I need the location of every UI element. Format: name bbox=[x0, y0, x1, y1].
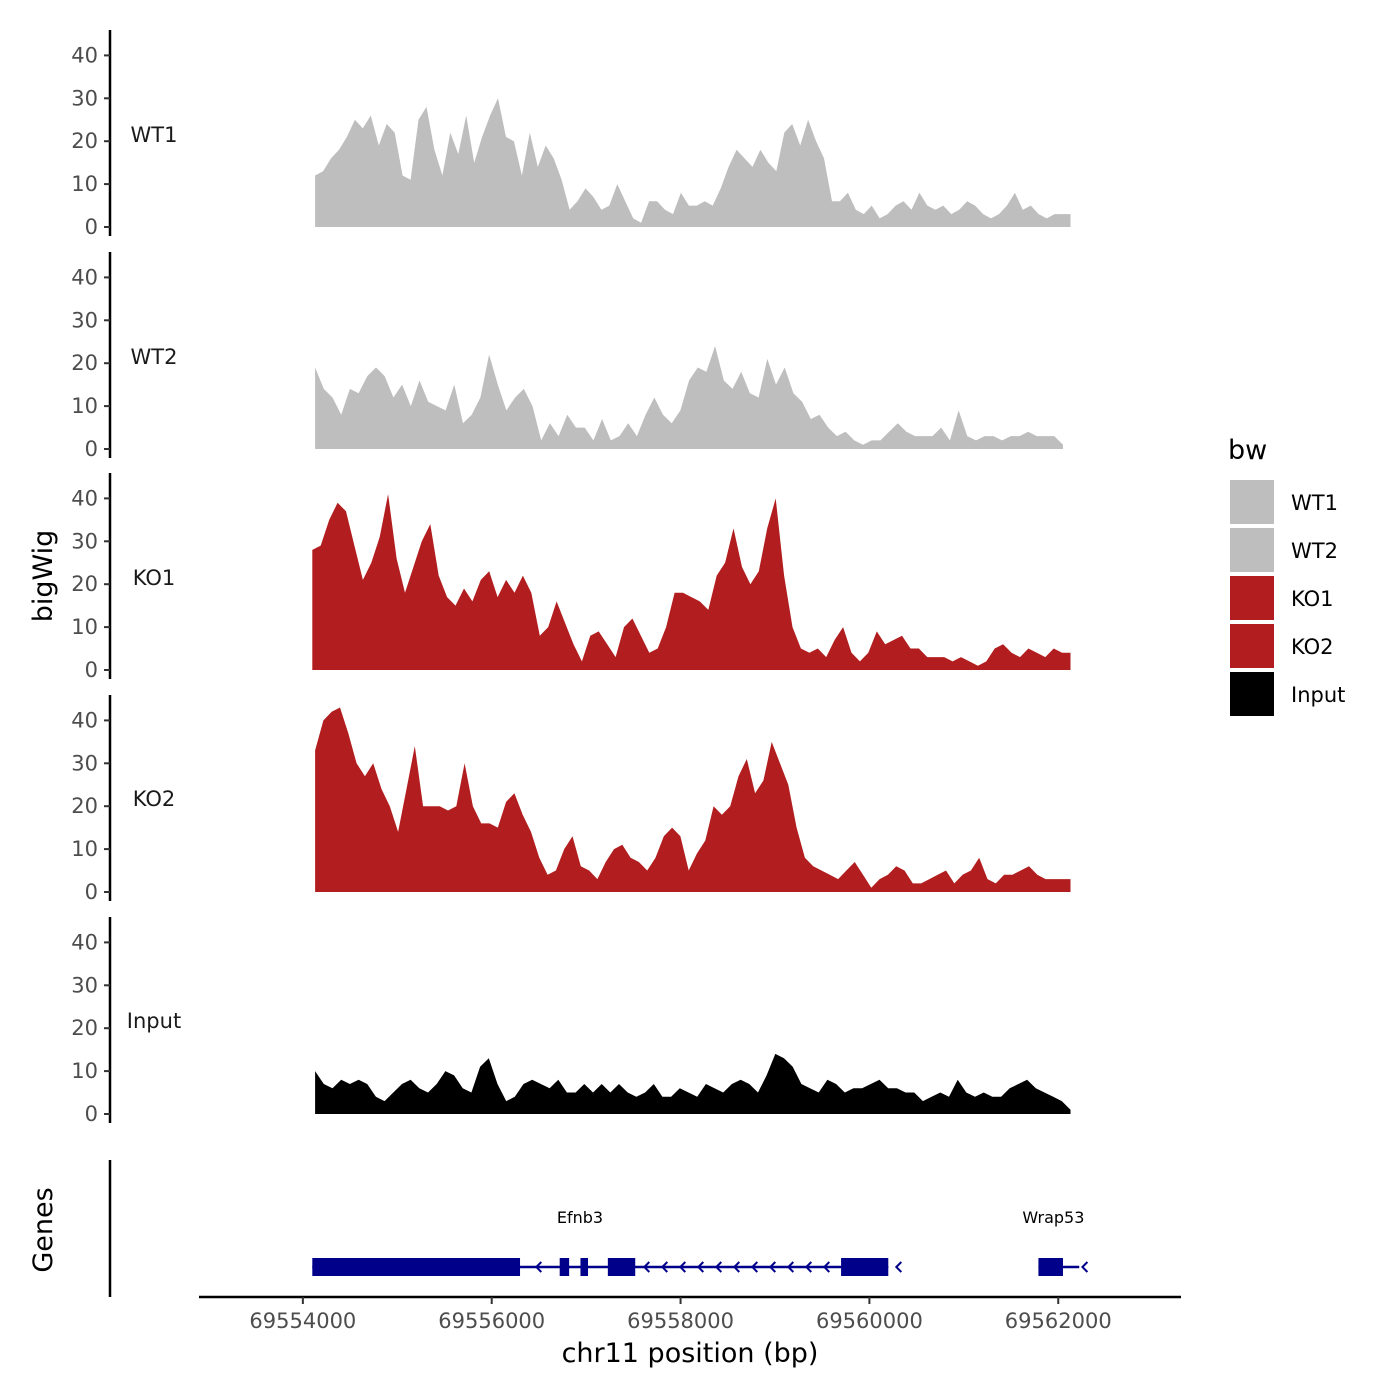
legend-item-wt2: WT2 bbox=[1230, 528, 1338, 572]
y-tick-label: 30 bbox=[71, 308, 98, 332]
y-tick-label: 20 bbox=[71, 794, 98, 818]
strand-arrow bbox=[768, 1261, 777, 1273]
gene-exon bbox=[580, 1258, 589, 1276]
legend-label: KO1 bbox=[1291, 587, 1334, 611]
legend-label: WT1 bbox=[1291, 491, 1338, 515]
strand-arrow bbox=[714, 1261, 723, 1273]
track-label-input: Input bbox=[127, 1009, 181, 1033]
y-tick-label: 10 bbox=[71, 172, 98, 196]
strand-arrow bbox=[660, 1261, 669, 1273]
track-label-ko2: KO2 bbox=[133, 787, 176, 811]
legend-label: KO2 bbox=[1291, 635, 1334, 659]
track-ko2: 0 10 20 30 40 KO2 bbox=[71, 695, 1071, 904]
y-tick-label: 30 bbox=[71, 973, 98, 997]
track-input: 0 10 20 30 40 Input bbox=[71, 917, 1071, 1126]
gene-exon bbox=[559, 1258, 570, 1276]
y-tick-label: 20 bbox=[71, 129, 98, 153]
strand-arrow bbox=[1081, 1261, 1089, 1273]
gene-wrap53: Wrap53 bbox=[1022, 1208, 1089, 1276]
y-tick-label: 20 bbox=[71, 572, 98, 596]
strand-arrow bbox=[678, 1261, 687, 1273]
x-axis: 69554000 69556000 69558000 69560000 69562000 bbox=[199, 1295, 1181, 1333]
genes-panel: Efnb3 Wrap53 bbox=[108, 1160, 1089, 1297]
legend-label: WT2 bbox=[1291, 539, 1338, 563]
x-tick-label: 69562000 bbox=[1005, 1309, 1112, 1333]
x-tick-label: 69556000 bbox=[438, 1309, 545, 1333]
y-tick-label: 0 bbox=[85, 880, 98, 904]
y-tick-label: 40 bbox=[71, 43, 98, 67]
gene-exon bbox=[841, 1258, 889, 1276]
x-tick-label: 69560000 bbox=[816, 1309, 923, 1333]
y-tick-label: 40 bbox=[71, 930, 98, 954]
strand-arrow bbox=[642, 1261, 651, 1273]
y-tick-label: 30 bbox=[71, 529, 98, 553]
y-tick-label: 10 bbox=[71, 837, 98, 861]
legend-swatch bbox=[1230, 576, 1274, 620]
legend-swatch bbox=[1230, 672, 1274, 716]
x-tick-label: 69558000 bbox=[627, 1309, 734, 1333]
legend-item-input: Input bbox=[1230, 672, 1345, 716]
y-axis-title: bigWig bbox=[28, 530, 59, 623]
legend-swatch bbox=[1230, 624, 1274, 668]
legend-label: Input bbox=[1291, 683, 1345, 707]
strand-arrow bbox=[822, 1261, 831, 1273]
y-tick-label: 10 bbox=[71, 1059, 98, 1083]
x-axis-title: chr11 position (bp) bbox=[562, 1338, 819, 1369]
y-tick-label: 30 bbox=[71, 751, 98, 775]
x-tick-label: 69554000 bbox=[249, 1309, 356, 1333]
y-tick-label: 30 bbox=[71, 86, 98, 110]
legend-item-ko2: KO2 bbox=[1230, 624, 1334, 668]
strand-arrow bbox=[696, 1261, 705, 1273]
coverage-tracks: 0 10 20 30 40 WT1 0 10 20 30 40 WT2 0 10 20 30 40 KO1 0 10 2… bbox=[71, 30, 1071, 1126]
area-ko2 bbox=[315, 707, 1071, 892]
track-wt2: 0 10 20 30 40 WT2 bbox=[71, 252, 1064, 461]
y-tick-label: 0 bbox=[85, 1102, 98, 1126]
strand-arrow bbox=[732, 1261, 741, 1273]
track-wt1: 0 10 20 30 40 WT1 bbox=[71, 30, 1071, 239]
y-tick-label: 20 bbox=[71, 351, 98, 375]
gene-label: Wrap53 bbox=[1022, 1208, 1084, 1227]
strand-arrow bbox=[750, 1261, 759, 1273]
strand-arrow bbox=[786, 1261, 795, 1273]
gene-exon bbox=[607, 1258, 636, 1276]
area-wt1 bbox=[315, 98, 1071, 227]
area-input bbox=[315, 1053, 1071, 1114]
strand-arrow bbox=[894, 1261, 903, 1273]
y-tick-label: 20 bbox=[71, 1016, 98, 1040]
y-tick-label: 0 bbox=[85, 437, 98, 461]
y-tick-label: 0 bbox=[85, 215, 98, 239]
genes-panel-title: Genes bbox=[28, 1187, 59, 1272]
y-tick-label: 40 bbox=[71, 486, 98, 510]
strand-arrow bbox=[804, 1261, 813, 1273]
y-tick-label: 40 bbox=[71, 708, 98, 732]
track-label-wt1: WT1 bbox=[131, 123, 178, 147]
y-tick-label: 40 bbox=[71, 265, 98, 289]
track-ko1: 0 10 20 30 40 KO1 bbox=[71, 473, 1071, 682]
track-label-ko1: KO1 bbox=[133, 566, 176, 590]
y-tick-label: 10 bbox=[71, 615, 98, 639]
track-label-wt2: WT2 bbox=[131, 345, 178, 369]
gene-exon bbox=[312, 1258, 521, 1276]
legend-item-ko1: KO1 bbox=[1230, 576, 1334, 620]
gene-exon bbox=[1038, 1258, 1063, 1276]
area-wt2 bbox=[315, 346, 1064, 449]
legend-item-wt1: WT1 bbox=[1230, 480, 1338, 524]
gene-efnb3: Efnb3 bbox=[312, 1208, 903, 1276]
legend-swatch bbox=[1230, 528, 1274, 572]
strand-arrow bbox=[534, 1261, 543, 1273]
legend-swatch bbox=[1230, 480, 1274, 524]
area-ko1 bbox=[312, 494, 1071, 670]
gene-label: Efnb3 bbox=[557, 1208, 603, 1227]
y-tick-label: 0 bbox=[85, 658, 98, 682]
legend-title: bw bbox=[1228, 435, 1267, 466]
y-tick-label: 10 bbox=[71, 394, 98, 418]
legend: bw WT1 WT2 KO1 KO2 Input bbox=[1228, 435, 1345, 716]
